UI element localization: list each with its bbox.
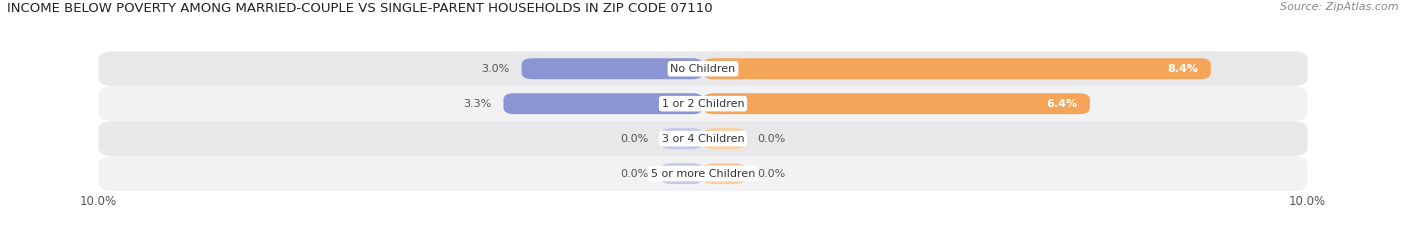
FancyBboxPatch shape <box>661 163 703 184</box>
Text: Source: ZipAtlas.com: Source: ZipAtlas.com <box>1281 2 1399 12</box>
Text: 3 or 4 Children: 3 or 4 Children <box>662 134 744 144</box>
Text: 0.0%: 0.0% <box>620 169 648 178</box>
FancyBboxPatch shape <box>98 51 1308 86</box>
Text: 5 or more Children: 5 or more Children <box>651 169 755 178</box>
FancyBboxPatch shape <box>703 128 745 149</box>
FancyBboxPatch shape <box>522 58 703 79</box>
Text: 1 or 2 Children: 1 or 2 Children <box>662 99 744 109</box>
FancyBboxPatch shape <box>661 128 703 149</box>
FancyBboxPatch shape <box>503 93 703 114</box>
FancyBboxPatch shape <box>98 156 1308 191</box>
Text: INCOME BELOW POVERTY AMONG MARRIED-COUPLE VS SINGLE-PARENT HOUSEHOLDS IN ZIP COD: INCOME BELOW POVERTY AMONG MARRIED-COUPL… <box>7 2 713 15</box>
Text: 0.0%: 0.0% <box>758 134 786 144</box>
Text: 3.0%: 3.0% <box>481 64 509 74</box>
FancyBboxPatch shape <box>703 163 745 184</box>
Text: 3.3%: 3.3% <box>463 99 492 109</box>
FancyBboxPatch shape <box>703 58 1211 79</box>
FancyBboxPatch shape <box>703 93 1090 114</box>
Text: 8.4%: 8.4% <box>1168 64 1199 74</box>
FancyBboxPatch shape <box>98 121 1308 156</box>
Text: 0.0%: 0.0% <box>620 134 648 144</box>
Text: 0.0%: 0.0% <box>758 169 786 178</box>
Text: No Children: No Children <box>671 64 735 74</box>
FancyBboxPatch shape <box>98 86 1308 121</box>
Text: 6.4%: 6.4% <box>1046 99 1078 109</box>
